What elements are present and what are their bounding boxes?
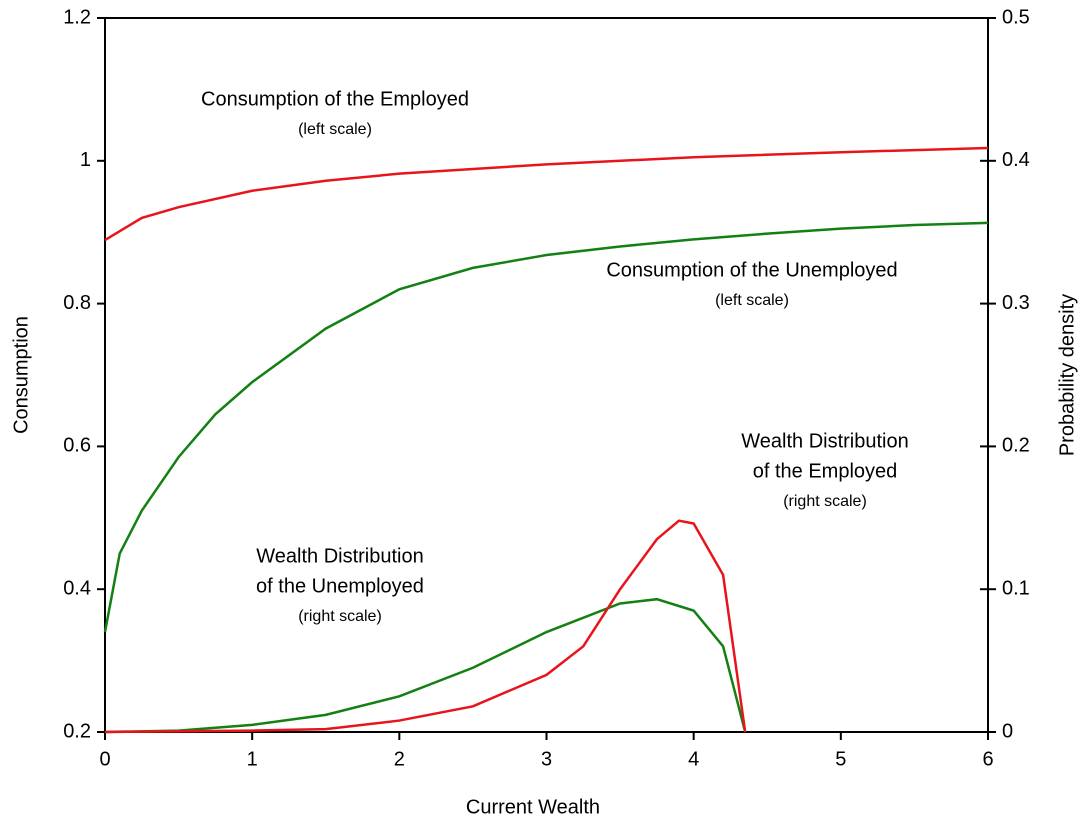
y-tick-label: 0.8 (63, 292, 91, 314)
annotation: Wealth Distribution (256, 545, 423, 567)
y2-tick-label: 0.4 (1002, 149, 1030, 171)
y2-tick-label: 0.2 (1002, 435, 1030, 457)
series-line (104, 519, 747, 734)
annotation: Consumption of the Employed (201, 88, 469, 110)
y2-tick-label: 0.1 (1002, 577, 1030, 599)
y-tick-label: 0.6 (63, 435, 91, 457)
y-tick-label: 0.4 (63, 577, 91, 599)
annotation: (left scale) (298, 121, 372, 138)
annotation: Consumption of the Unemployed (606, 259, 897, 281)
annotation: of the Employed (753, 460, 898, 482)
y2-tick-label: 0.5 (1002, 6, 1030, 28)
annotation: Wealth Distribution (741, 430, 908, 452)
x-tick-label: 5 (835, 748, 846, 770)
x-tick-label: 3 (541, 748, 552, 770)
x-tick-label: 1 (247, 748, 258, 770)
y-axis-label: Consumption (10, 316, 32, 434)
x-tick-label: 4 (688, 748, 699, 770)
y2-tick-label: 0.3 (1002, 292, 1030, 314)
annotation: (right scale) (298, 608, 382, 625)
plot-frame (104, 17, 989, 733)
x-tick-label: 0 (99, 748, 110, 770)
x-axis-label: Current Wealth (466, 796, 600, 818)
annotation: (left scale) (715, 292, 789, 309)
x-tick-label: 6 (982, 748, 993, 770)
series-line (104, 146, 989, 242)
y2-tick-label: 0 (1002, 720, 1013, 742)
series-line (104, 597, 747, 734)
series-line (103, 221, 989, 633)
y-tick-label: 1.2 (63, 6, 91, 28)
annotation: (right scale) (783, 493, 867, 510)
annotation: of the Unemployed (256, 575, 424, 597)
y-tick-label: 0.2 (63, 720, 91, 742)
y-tick-label: 1 (80, 149, 91, 171)
y2-axis-label: Probability density (1056, 294, 1078, 456)
x-tick-label: 2 (394, 748, 405, 770)
